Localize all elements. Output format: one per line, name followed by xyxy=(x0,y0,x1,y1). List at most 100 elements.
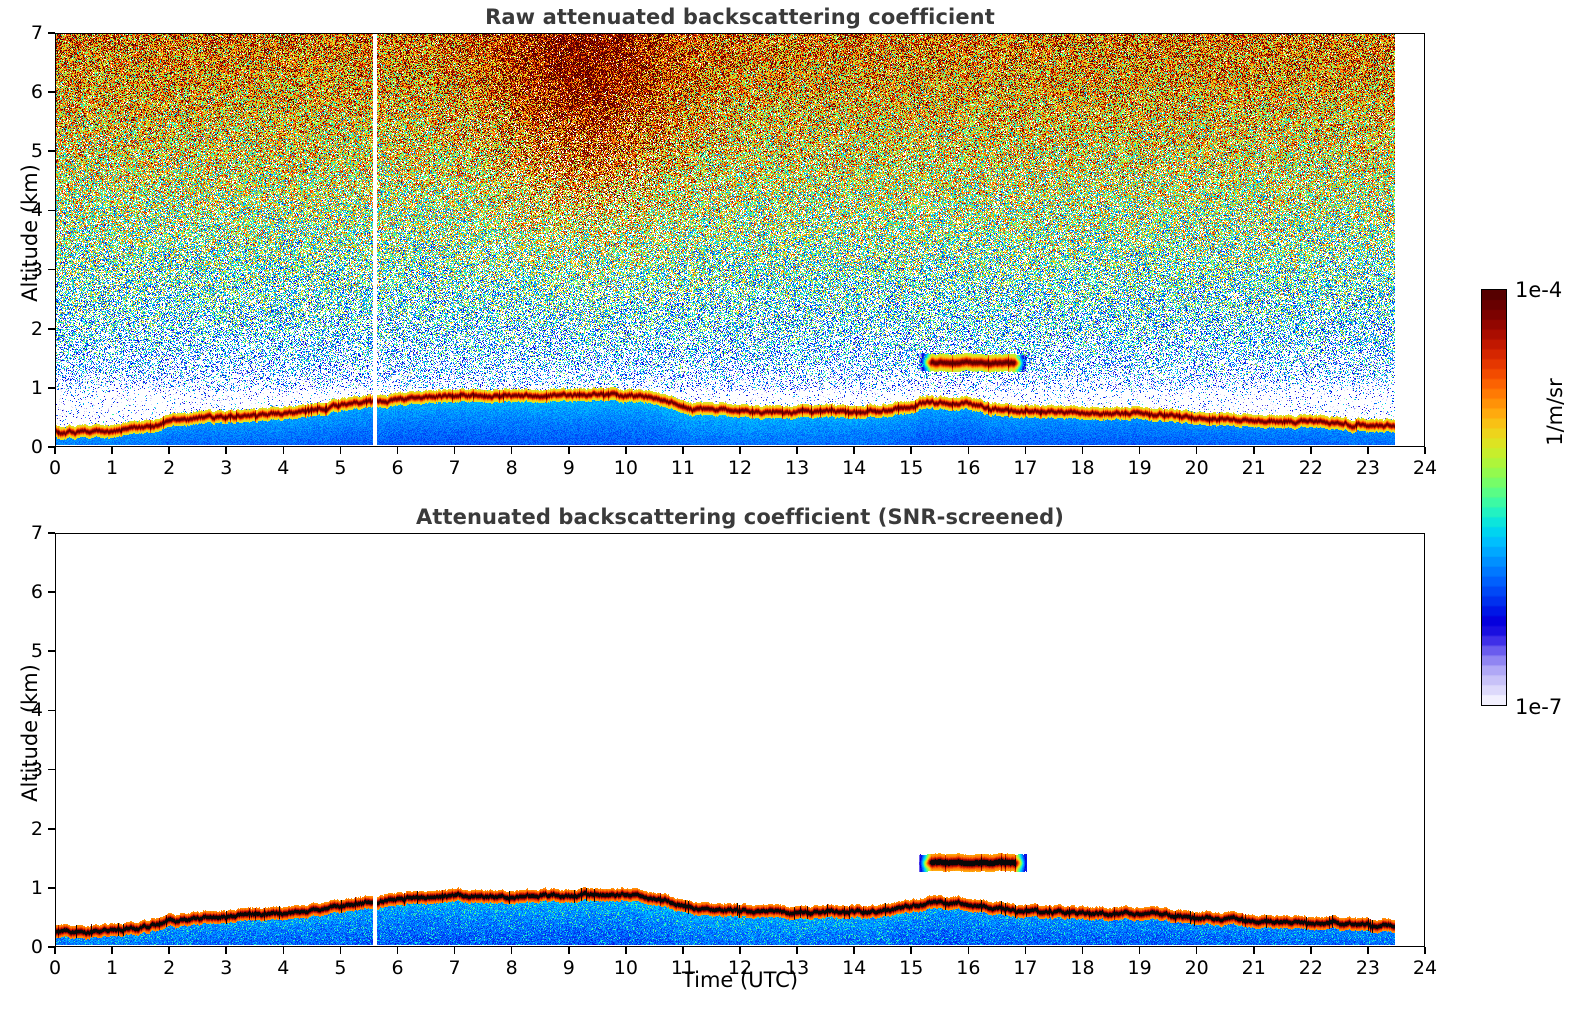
x-tick-screened xyxy=(625,947,627,954)
x-tick-screened xyxy=(910,947,913,954)
x-tick-raw xyxy=(1195,447,1198,454)
x-tick-raw xyxy=(225,447,228,454)
x-tick-raw xyxy=(739,447,741,454)
x-tick-screened xyxy=(1367,947,1369,954)
x-tick-screened xyxy=(510,947,513,954)
x-tick-screened xyxy=(54,947,56,954)
y-tick-screened xyxy=(48,827,55,830)
x-tick-screened xyxy=(225,947,228,954)
x-tick-screened xyxy=(567,947,570,954)
y-tick-raw xyxy=(48,32,55,34)
x-tick-raw xyxy=(1367,447,1369,454)
x-tick-label: 7 xyxy=(448,957,461,979)
x-tick-raw xyxy=(567,447,570,454)
x-tick-label: 8 xyxy=(505,457,518,479)
y-tick-label: 6 xyxy=(30,581,43,604)
y-tick-label: 1 xyxy=(30,376,43,399)
y-tick-label: 5 xyxy=(30,140,43,163)
x-tick-label: 23 xyxy=(1355,957,1380,979)
y-tick-label: 4 xyxy=(30,699,43,722)
x-tick-label: 11 xyxy=(670,957,695,979)
x-tick-label: 4 xyxy=(277,957,290,979)
x-tick-raw xyxy=(625,447,627,454)
x-tick-raw xyxy=(1024,447,1027,454)
colorbar xyxy=(1481,289,1507,706)
x-tick-raw xyxy=(453,447,456,454)
plot-area-raw[interactable] xyxy=(55,33,1425,447)
x-tick-label: 18 xyxy=(1070,957,1095,979)
y-tick-screened xyxy=(48,946,55,948)
x-tick-label: 18 xyxy=(1070,457,1095,479)
x-tick-label: 2 xyxy=(163,957,176,979)
y-tick-raw xyxy=(48,327,55,330)
x-tick-raw xyxy=(910,447,913,454)
x-tick-screened xyxy=(1081,947,1084,954)
x-tick-label: 6 xyxy=(391,957,404,979)
y-tick-screened xyxy=(48,768,55,771)
x-tick-label: 24 xyxy=(1412,957,1438,979)
x-tick-label: 19 xyxy=(1127,957,1152,979)
x-tick-screened xyxy=(1310,947,1312,954)
x-tick-label: 22 xyxy=(1298,957,1323,979)
x-tick-label: 17 xyxy=(1013,957,1038,979)
y-tick-label: 2 xyxy=(30,817,43,840)
y-axis-label-raw: Altitude (km) xyxy=(18,164,42,302)
x-tick-screened xyxy=(453,947,456,954)
x-tick-screened xyxy=(967,947,970,954)
y-tick-label: 0 xyxy=(30,436,43,458)
panel-title-raw: Raw attenuated backscattering coefficien… xyxy=(485,5,995,29)
x-tick-label: 10 xyxy=(613,957,638,979)
x-tick-label: 14 xyxy=(842,457,867,479)
x-tick-label: 0 xyxy=(48,957,62,979)
x-tick-screened xyxy=(682,947,684,954)
x-tick-label: 22 xyxy=(1298,457,1323,479)
y-tick-screened xyxy=(48,887,55,889)
x-tick-screened xyxy=(168,947,170,954)
y-tick-screened xyxy=(48,532,55,534)
x-tick-screened xyxy=(739,947,741,954)
x-tick-screened xyxy=(396,947,399,954)
x-tick-label: 9 xyxy=(562,457,575,479)
x-tick-label: 1 xyxy=(106,457,119,479)
x-tick-label: 19 xyxy=(1127,457,1152,479)
plot-area-screened[interactable] xyxy=(55,533,1425,947)
x-tick-label: 9 xyxy=(562,957,575,979)
x-tick-label: 20 xyxy=(1184,457,1209,479)
x-tick-screened xyxy=(853,947,855,954)
x-tick-raw xyxy=(168,447,170,454)
x-tick-label: 21 xyxy=(1241,957,1266,979)
colorbar-gradient xyxy=(1482,290,1506,705)
x-tick-raw xyxy=(396,447,399,454)
x-tick-label: 7 xyxy=(448,457,461,479)
x-tick-raw xyxy=(54,447,56,454)
x-tick-label: 23 xyxy=(1355,457,1380,479)
x-tick-label: 8 xyxy=(505,957,518,979)
x-tick-label: 1 xyxy=(106,957,119,979)
x-tick-raw xyxy=(1138,447,1141,454)
x-tick-label: 14 xyxy=(842,957,867,979)
y-tick-raw xyxy=(48,209,55,212)
x-tick-raw xyxy=(111,447,113,454)
x-tick-raw xyxy=(682,447,684,454)
y-tick-label: 2 xyxy=(30,317,43,340)
x-tick-raw xyxy=(339,447,342,454)
y-tick-raw xyxy=(48,446,55,448)
x-tick-screened xyxy=(282,947,285,954)
x-tick-label: 16 xyxy=(956,957,981,979)
x-axis-label: Time (UTC) xyxy=(681,968,799,992)
x-tick-raw xyxy=(853,447,855,454)
x-tick-label: 15 xyxy=(899,457,924,479)
x-tick-label: 13 xyxy=(784,957,810,979)
x-tick-raw xyxy=(1424,447,1426,454)
x-tick-label: 16 xyxy=(956,457,981,479)
x-tick-label: 12 xyxy=(727,957,753,979)
x-tick-screened xyxy=(1195,947,1198,954)
x-tick-raw xyxy=(967,447,970,454)
y-tick-label: 4 xyxy=(30,199,43,222)
x-tick-label: 2 xyxy=(163,457,176,479)
y-tick-label: 7 xyxy=(30,22,43,44)
y-tick-raw xyxy=(48,91,55,93)
y-tick-label: 1 xyxy=(30,876,43,899)
x-tick-label: 21 xyxy=(1241,457,1266,479)
